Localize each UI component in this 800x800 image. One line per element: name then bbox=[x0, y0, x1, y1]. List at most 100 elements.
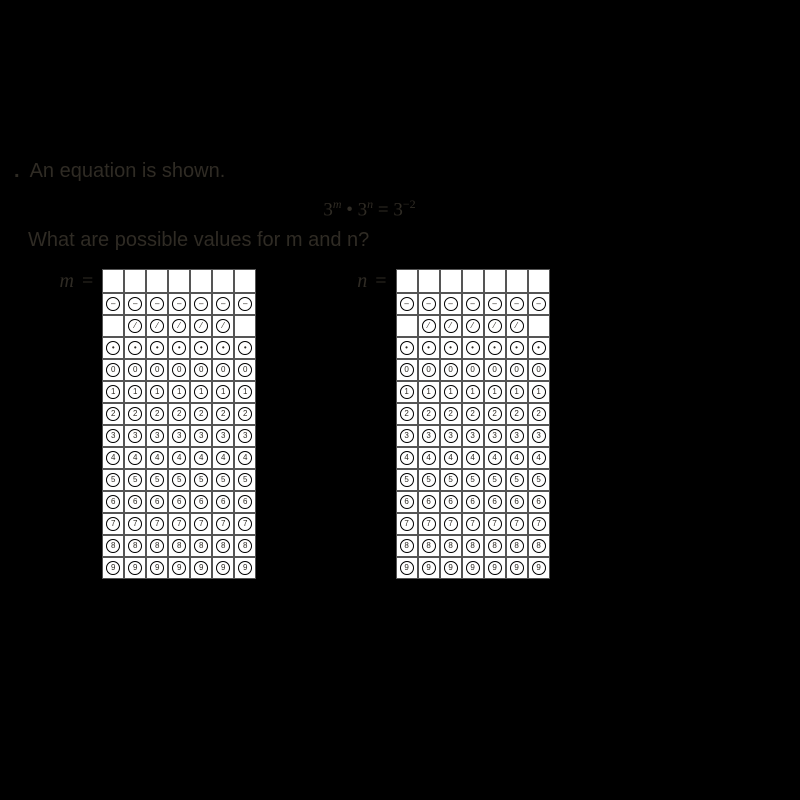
bubble-cell[interactable]: ⁄ bbox=[168, 315, 190, 337]
bubble-digit-7[interactable]: 7 bbox=[172, 517, 186, 531]
bubble-digit-9[interactable]: 9 bbox=[128, 561, 142, 575]
bubble-cell[interactable]: 4 bbox=[506, 447, 528, 469]
bubble-cell[interactable]: 0 bbox=[146, 359, 168, 381]
bubble-cell[interactable]: • bbox=[528, 337, 550, 359]
bubble-dot-•[interactable]: • bbox=[466, 341, 480, 355]
bubble-digit-8[interactable]: 8 bbox=[172, 539, 186, 553]
answer-cell[interactable] bbox=[506, 269, 528, 293]
bubble-cell[interactable]: 2 bbox=[484, 403, 506, 425]
bubble-cell[interactable]: 5 bbox=[418, 469, 440, 491]
bubble-slash-⁄[interactable]: ⁄ bbox=[216, 319, 230, 333]
bubble-cell[interactable]: 7 bbox=[506, 513, 528, 535]
bubble-digit-0[interactable]: 0 bbox=[444, 363, 458, 377]
bubble-cell[interactable]: – bbox=[418, 293, 440, 315]
bubble-digit-6[interactable]: 6 bbox=[422, 495, 436, 509]
bubble-digit-4[interactable]: 4 bbox=[444, 451, 458, 465]
bubble-cell[interactable]: 8 bbox=[528, 535, 550, 557]
bubble-cell[interactable]: 2 bbox=[124, 403, 146, 425]
bubble-dot-•[interactable]: • bbox=[532, 341, 546, 355]
bubble-cell[interactable]: 0 bbox=[102, 359, 124, 381]
bubble-cell[interactable]: 2 bbox=[146, 403, 168, 425]
bubble-digit-6[interactable]: 6 bbox=[150, 495, 164, 509]
bubble-neg-–[interactable]: – bbox=[150, 297, 164, 311]
bubble-digit-9[interactable]: 9 bbox=[400, 561, 414, 575]
bubble-digit-9[interactable]: 9 bbox=[172, 561, 186, 575]
bubble-cell[interactable]: – bbox=[190, 293, 212, 315]
bubble-digit-7[interactable]: 7 bbox=[106, 517, 120, 531]
bubble-cell[interactable]: • bbox=[190, 337, 212, 359]
bubble-digit-9[interactable]: 9 bbox=[510, 561, 524, 575]
bubble-cell[interactable]: 1 bbox=[190, 381, 212, 403]
bubble-digit-1[interactable]: 1 bbox=[128, 385, 142, 399]
bubble-cell[interactable]: 0 bbox=[396, 359, 418, 381]
bubble-digit-6[interactable]: 6 bbox=[488, 495, 502, 509]
bubble-digit-8[interactable]: 8 bbox=[400, 539, 414, 553]
bubble-cell[interactable]: 6 bbox=[506, 491, 528, 513]
bubble-dot-•[interactable]: • bbox=[488, 341, 502, 355]
bubble-digit-9[interactable]: 9 bbox=[532, 561, 546, 575]
bubble-cell[interactable]: 0 bbox=[168, 359, 190, 381]
bubble-cell[interactable]: 6 bbox=[396, 491, 418, 513]
bubble-digit-1[interactable]: 1 bbox=[400, 385, 414, 399]
bubble-digit-2[interactable]: 2 bbox=[216, 407, 230, 421]
bubble-cell[interactable]: 4 bbox=[212, 447, 234, 469]
bubble-digit-8[interactable]: 8 bbox=[466, 539, 480, 553]
bubble-cell[interactable]: 5 bbox=[234, 469, 256, 491]
bubble-cell[interactable]: 1 bbox=[396, 381, 418, 403]
bubble-cell[interactable]: 8 bbox=[190, 535, 212, 557]
bubble-neg-–[interactable]: – bbox=[422, 297, 436, 311]
bubble-digit-8[interactable]: 8 bbox=[444, 539, 458, 553]
bubble-digit-6[interactable]: 6 bbox=[128, 495, 142, 509]
bubble-cell[interactable]: 0 bbox=[506, 359, 528, 381]
bubble-cell[interactable]: – bbox=[146, 293, 168, 315]
bubble-cell[interactable]: 2 bbox=[168, 403, 190, 425]
bubble-cell[interactable]: 6 bbox=[212, 491, 234, 513]
bubble-cell[interactable]: • bbox=[462, 337, 484, 359]
bubble-cell[interactable]: ⁄ bbox=[440, 315, 462, 337]
bubble-digit-6[interactable]: 6 bbox=[238, 495, 252, 509]
bubble-digit-5[interactable]: 5 bbox=[510, 473, 524, 487]
bubble-digit-7[interactable]: 7 bbox=[400, 517, 414, 531]
bubble-cell[interactable]: 1 bbox=[146, 381, 168, 403]
bubble-digit-1[interactable]: 1 bbox=[444, 385, 458, 399]
bubble-digit-8[interactable]: 8 bbox=[532, 539, 546, 553]
bubble-neg-–[interactable]: – bbox=[488, 297, 502, 311]
bubble-cell[interactable]: 5 bbox=[124, 469, 146, 491]
bubble-cell[interactable]: 5 bbox=[212, 469, 234, 491]
bubble-cell[interactable]: 8 bbox=[234, 535, 256, 557]
bubble-digit-2[interactable]: 2 bbox=[172, 407, 186, 421]
bubble-cell[interactable]: 9 bbox=[234, 557, 256, 579]
bubble-cell[interactable]: 0 bbox=[484, 359, 506, 381]
bubble-slash-⁄[interactable]: ⁄ bbox=[466, 319, 480, 333]
bubble-digit-6[interactable]: 6 bbox=[106, 495, 120, 509]
bubble-cell[interactable]: 5 bbox=[102, 469, 124, 491]
bubble-cell[interactable]: 2 bbox=[440, 403, 462, 425]
bubble-cell[interactable]: 7 bbox=[102, 513, 124, 535]
bubble-digit-5[interactable]: 5 bbox=[194, 473, 208, 487]
answer-cell[interactable] bbox=[440, 269, 462, 293]
answer-cell[interactable] bbox=[234, 269, 256, 293]
bubble-slash-⁄[interactable]: ⁄ bbox=[422, 319, 436, 333]
bubble-cell[interactable]: 5 bbox=[190, 469, 212, 491]
bubble-neg-–[interactable]: – bbox=[194, 297, 208, 311]
bubble-digit-0[interactable]: 0 bbox=[510, 363, 524, 377]
bubble-digit-6[interactable]: 6 bbox=[172, 495, 186, 509]
answer-cell[interactable] bbox=[528, 269, 550, 293]
bubble-digit-3[interactable]: 3 bbox=[194, 429, 208, 443]
answer-cell[interactable] bbox=[146, 269, 168, 293]
bubble-cell[interactable]: 7 bbox=[396, 513, 418, 535]
bubble-digit-6[interactable]: 6 bbox=[466, 495, 480, 509]
bubble-cell[interactable]: 6 bbox=[462, 491, 484, 513]
bubble-cell[interactable]: 9 bbox=[396, 557, 418, 579]
bubble-cell[interactable]: 6 bbox=[102, 491, 124, 513]
bubble-digit-7[interactable]: 7 bbox=[466, 517, 480, 531]
bubble-cell[interactable]: 3 bbox=[102, 425, 124, 447]
bubble-cell[interactable]: 6 bbox=[418, 491, 440, 513]
bubble-cell[interactable]: • bbox=[484, 337, 506, 359]
bubble-cell[interactable]: 0 bbox=[212, 359, 234, 381]
bubble-cell[interactable]: 1 bbox=[528, 381, 550, 403]
bubble-cell[interactable]: 8 bbox=[124, 535, 146, 557]
bubble-cell[interactable] bbox=[396, 315, 418, 337]
bubble-cell[interactable]: 1 bbox=[462, 381, 484, 403]
bubble-cell[interactable]: 5 bbox=[440, 469, 462, 491]
